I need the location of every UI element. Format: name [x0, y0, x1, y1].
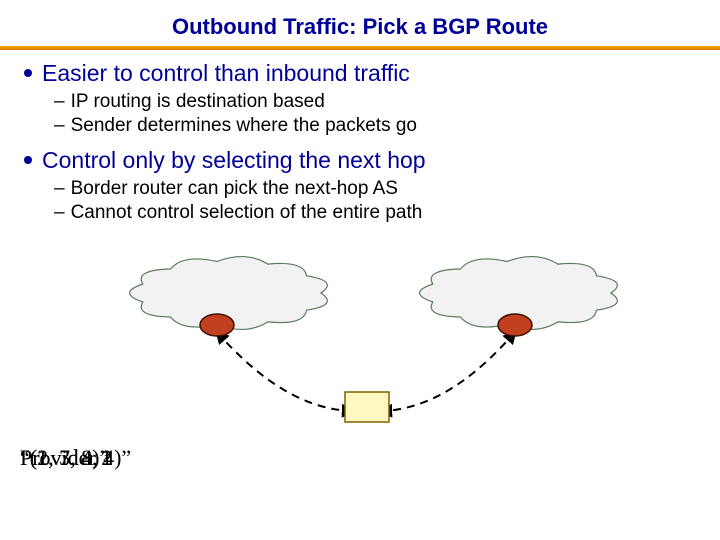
bullet-1-sub-2: –Sender determines where the packets go [54, 115, 698, 137]
bullet-2-sub-2-text: Cannot control selection of the entire p… [71, 202, 423, 223]
bullet-2: Control only by selecting the next hop [22, 147, 698, 174]
title-rule [0, 46, 720, 50]
slide-title: Outbound Traffic: Pick a BGP Route [0, 0, 720, 46]
as-path-right: “(2, 7, 8, 4)” [20, 445, 131, 471]
bullet-1: Easier to control than inbound traffic [22, 60, 698, 87]
network-diagram: Provider 1 Provider 2 “(1, 3, 4)” “(2, 7… [20, 230, 700, 440]
bullet-dot-icon [24, 156, 32, 164]
bullet-1-sub-1: –IP routing is destination based [54, 91, 698, 113]
content-area: Easier to control than inbound traffic –… [0, 60, 720, 224]
bullet-2-sub-2: –Cannot control selection of the entire … [54, 202, 698, 224]
diagram-svg [20, 230, 700, 440]
bullet-1-sub-2-text: Sender determines where the packets go [71, 115, 417, 136]
bullet-1-sub-1-text: IP routing is destination based [71, 91, 325, 112]
bullet-2-sub-1-text: Border router can pick the next-hop AS [71, 178, 398, 199]
bullet-2-sub-1: –Border router can pick the next-hop AS [54, 178, 698, 200]
bullet-2-text: Control only by selecting the next hop [42, 147, 426, 173]
bullet-1-text: Easier to control than inbound traffic [42, 60, 410, 86]
bullet-dot-icon [24, 69, 32, 77]
